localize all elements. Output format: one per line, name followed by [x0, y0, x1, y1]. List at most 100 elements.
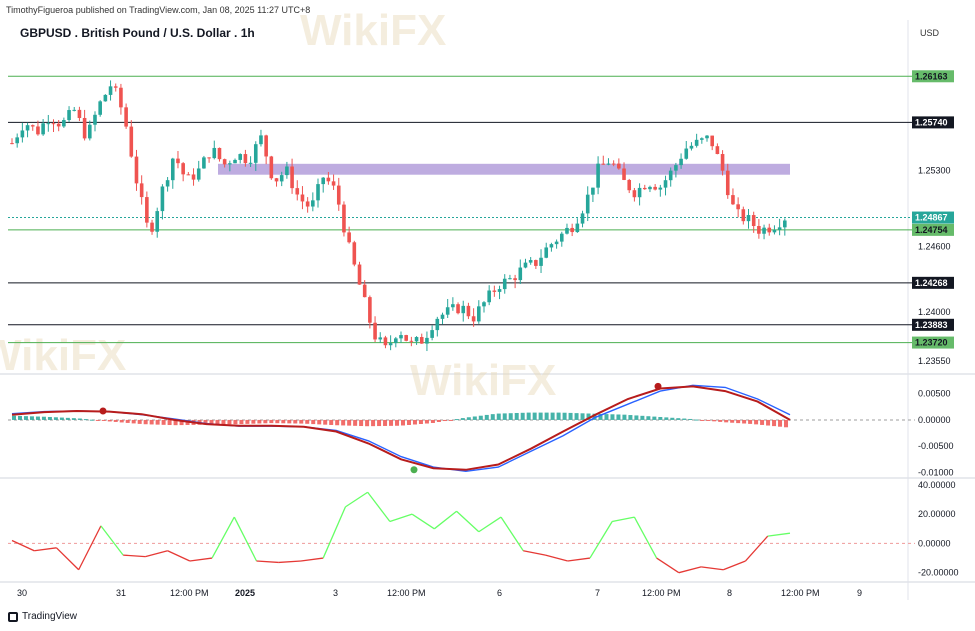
osc-segment [345, 491, 369, 508]
macd-histogram-bar [245, 419, 250, 424]
macd-histogram-bar [341, 419, 346, 426]
time-axis-tick: 12:00 PM [781, 588, 820, 598]
candle-body [326, 177, 331, 182]
macd-histogram-bar [724, 419, 729, 423]
macd-histogram-bar [305, 419, 310, 424]
macd-histogram-bar [257, 419, 262, 424]
osc-segment [433, 510, 457, 530]
macd-histogram-bar [41, 416, 46, 420]
osc-segment [456, 510, 480, 533]
macd-histogram-bar [233, 419, 238, 425]
osc-segment [189, 557, 213, 562]
candle-body [238, 154, 243, 160]
macd-histogram-bar [395, 419, 400, 426]
osc-segment [656, 557, 680, 574]
macd-histogram-bar [107, 419, 112, 422]
macd-histogram-bar [293, 419, 298, 424]
macd-histogram-bar [125, 419, 130, 423]
candle-body [570, 227, 574, 233]
candle-body [554, 241, 559, 245]
osc-axis-tick: 20.00000 [918, 509, 956, 519]
macd-histogram-bar [466, 417, 471, 420]
candle-body [757, 226, 761, 234]
macd-histogram-bar [718, 419, 723, 422]
macd-histogram-bar [670, 417, 675, 420]
candle-body [72, 109, 77, 111]
candle-body [601, 163, 606, 165]
candle-body [212, 147, 217, 159]
macd-histogram-bar [448, 419, 453, 421]
macd-histogram-bar [119, 419, 124, 423]
macd-histogram-bar [89, 419, 94, 421]
macd-histogram-bar [766, 419, 771, 426]
candle-body [451, 304, 455, 308]
candle-body [113, 86, 118, 88]
macd-histogram-bar [544, 412, 549, 420]
candle-body [399, 335, 403, 339]
macd-histogram-bar [736, 419, 741, 424]
candle-body [731, 195, 735, 205]
osc-segment [322, 506, 347, 559]
macd-histogram-bar [377, 419, 382, 427]
candle-body [186, 174, 191, 176]
macd-histogram-bar [59, 417, 64, 420]
candle-body [388, 343, 393, 346]
candle-body [575, 223, 580, 233]
macd-histogram-bar [772, 419, 777, 427]
candle-body [259, 135, 263, 145]
macd-histogram-bar [77, 418, 82, 420]
macd-histogram-bar [556, 412, 561, 420]
macd-histogram-bar [353, 419, 358, 426]
osc-segment [500, 516, 524, 552]
time-axis-tick: 12:00 PM [642, 588, 681, 598]
candle-body [145, 197, 149, 223]
candle-body [165, 180, 170, 187]
footer-brand[interactable]: TradingView [8, 611, 77, 622]
osc-segment [167, 550, 191, 562]
macd-histogram-bar [568, 412, 573, 420]
macd-histogram-bar [496, 413, 501, 420]
macd-histogram-bar [676, 418, 681, 420]
candle-body [720, 154, 725, 171]
level-price-label: 1.24754 [915, 225, 948, 235]
macd-histogram-bar [658, 416, 663, 420]
candle-body [414, 337, 419, 342]
osc-segment [100, 525, 124, 556]
macd-histogram-bar [137, 419, 142, 424]
price-axis-tick: 1.23550 [918, 356, 951, 366]
time-axis-tick: 30 [17, 588, 27, 598]
macd-cross-marker [99, 407, 107, 415]
macd-histogram-bar [149, 419, 154, 425]
macd-histogram-bar [131, 419, 136, 424]
osc-axis-tick: 40.00000 [918, 480, 956, 490]
candle-body [440, 314, 445, 319]
osc-axis-tick: 0.00000 [918, 538, 951, 548]
osc-segment [78, 525, 102, 571]
macd-histogram-bar [155, 419, 160, 425]
candle-body [565, 227, 569, 234]
candle-body [352, 242, 357, 265]
candle-body [684, 148, 689, 159]
macd-histogram-bar [239, 419, 244, 425]
level-price-tag [912, 70, 954, 83]
candle-body [129, 126, 134, 157]
macd-histogram-bar [700, 419, 705, 421]
candle-body [456, 304, 460, 314]
osc-segment [723, 560, 746, 571]
candle-body [617, 163, 621, 169]
level-price-tag [912, 116, 954, 129]
candle-body [663, 180, 668, 188]
candle-body [425, 337, 429, 344]
candle-body [222, 159, 227, 165]
candle-body [694, 139, 699, 146]
candle-body [591, 187, 595, 195]
candle-body [357, 264, 362, 285]
candle-body [46, 123, 51, 125]
macd-histogram-bar [101, 419, 106, 421]
candle-body [642, 187, 647, 190]
candle-body [321, 177, 325, 185]
macd-histogram-bar [508, 413, 513, 420]
macd-histogram-bar [53, 417, 58, 420]
macd-histogram-bar [640, 415, 645, 420]
